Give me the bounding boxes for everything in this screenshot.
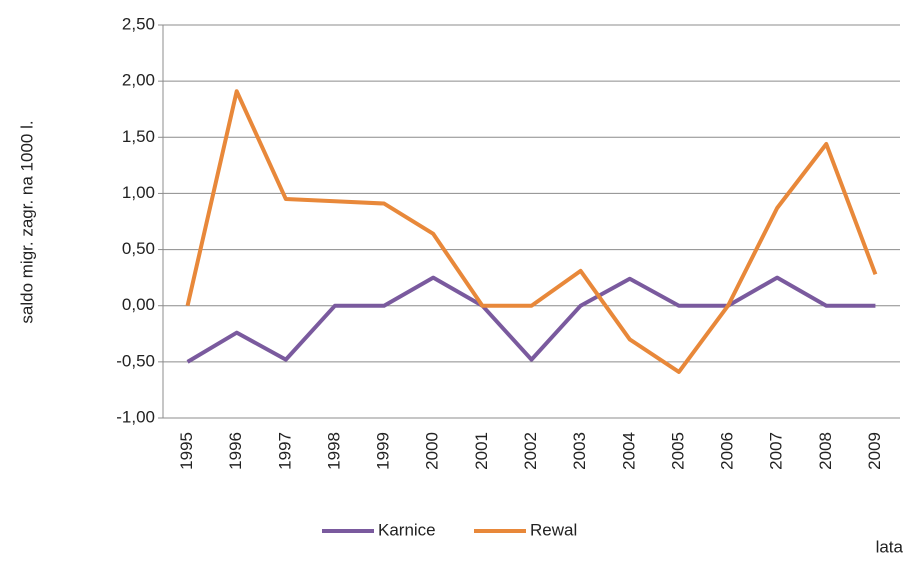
legend-label: Rewal [530, 520, 577, 539]
x-tick-label: 2007 [767, 432, 786, 470]
y-tick-label: 0,00 [122, 295, 155, 314]
y-axis-label: saldo migr. zagr. na 1000 l. [17, 120, 36, 323]
y-tick-label: 1,50 [122, 127, 155, 146]
x-tick-label: 2005 [668, 432, 687, 470]
series-line [185, 89, 878, 374]
x-tick-label: 1996 [226, 432, 245, 470]
y-tick-label: 0,50 [122, 239, 155, 258]
x-tick-label: 2003 [570, 432, 589, 470]
y-tick-label: 1,00 [122, 183, 155, 202]
x-tick-label: 1999 [374, 432, 393, 470]
x-tick-label: 2001 [472, 432, 491, 470]
x-tick-label: 1995 [177, 432, 196, 470]
y-tick-label: -0,50 [116, 351, 155, 370]
x-axis-label: lata [876, 537, 904, 556]
legend-label: Karnice [378, 520, 436, 539]
y-tick-label: 2,00 [122, 71, 155, 90]
x-tick-label: 2000 [423, 432, 442, 470]
x-tick-label: 2009 [865, 432, 884, 470]
x-tick-label: 2004 [619, 432, 638, 470]
x-tick-label: 1997 [275, 432, 294, 470]
x-tick-label: 2006 [718, 432, 737, 470]
y-tick-label: -1,00 [116, 407, 155, 426]
x-tick-label: 2002 [521, 432, 540, 470]
y-tick-label: 2,50 [122, 14, 155, 33]
x-tick-label: 2008 [816, 432, 835, 470]
series-line [186, 275, 876, 364]
x-tick-label: 1998 [324, 432, 343, 470]
